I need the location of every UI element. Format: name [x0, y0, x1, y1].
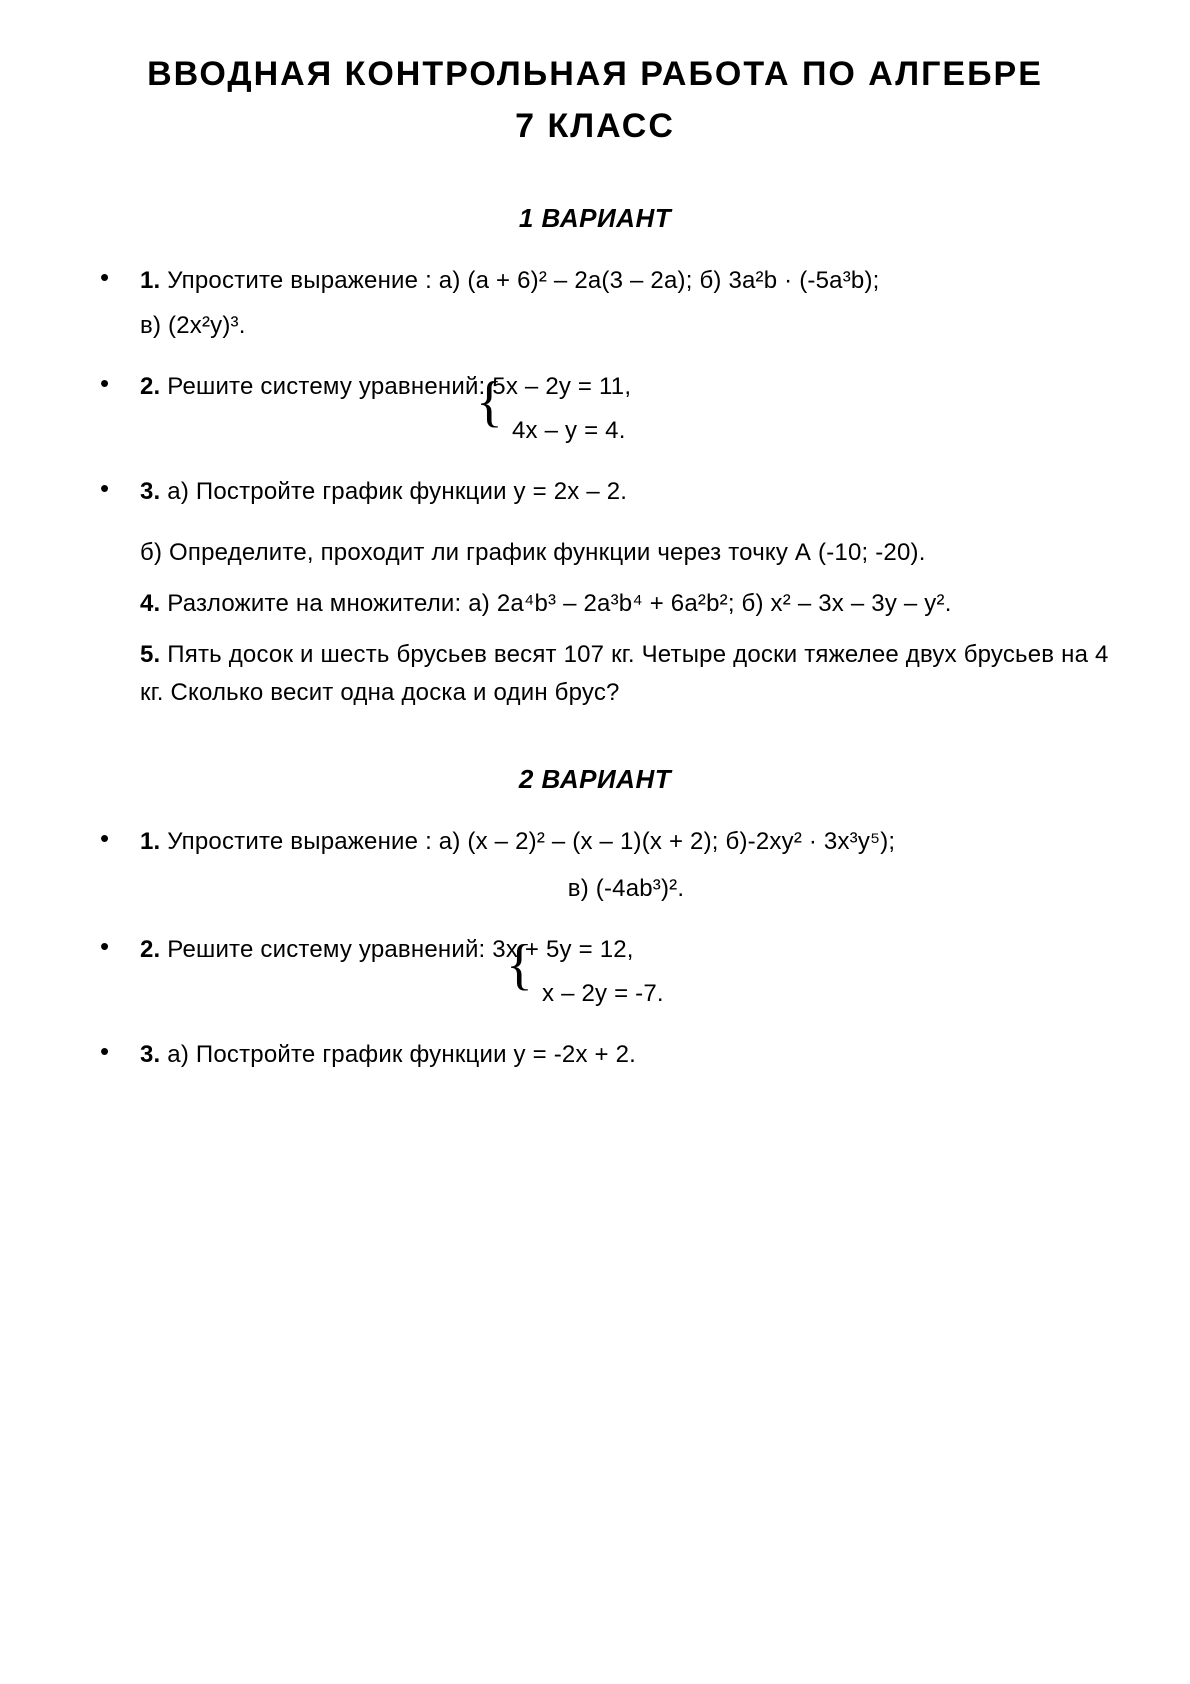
brace-icon: { — [506, 937, 533, 993]
v2-q1: 1. Упростите выражение : а) (х – 2)² – (… — [100, 823, 1112, 907]
q2-eq2: 4х – у = 4. — [512, 417, 626, 444]
v1-q2: 2. Решите систему уравнений: 5х – 2у = 1… — [100, 368, 1112, 448]
q3-text: а) Постройте график функции у = -2х + 2. — [167, 1041, 636, 1068]
q5-text: Пять досок и шесть брусьев весят 107 кг.… — [140, 641, 1109, 705]
q-number: 1. — [140, 267, 160, 294]
v1-q4: 4. Разложите на множители: а) 2а⁴b³ – 2а… — [140, 585, 1112, 622]
v2-q2: 2. Решите систему уравнений: 3х + 5у = 1… — [100, 931, 1112, 1011]
q-number: 3. — [140, 478, 160, 505]
doc-title: ВВОДНАЯ КОНТРОЛЬНАЯ РАБОТА ПО АЛГЕБРЕ 7 … — [78, 52, 1112, 150]
q-number: 3. — [140, 1041, 160, 1068]
q2-text: Решите систему уравнений: 3х + 5у = 12, — [167, 936, 633, 963]
title-line-2: 7 КЛАСС — [78, 104, 1112, 150]
q2-eq2-row: { х – 2у = -7. — [542, 975, 1112, 1012]
v1-q3: 3. а) Постройте график функции у = 2х – … — [100, 473, 1112, 510]
q-number: 4. — [140, 590, 160, 617]
q4-text: Разложите на множители: а) 2а⁴b³ – 2а³b⁴… — [167, 590, 951, 617]
v1-q1: 1. Упростите выражение : а) (а + 6)² – 2… — [100, 262, 1112, 344]
v1-q3b: б) Определите, проходит ли график функци… — [140, 534, 1112, 571]
q-number: 2. — [140, 373, 160, 400]
variant-2-heading: 2 ВАРИАНТ — [78, 759, 1112, 799]
variant-2-list: 1. Упростите выражение : а) (х – 2)² – (… — [100, 823, 1112, 1073]
q2-eq2: х – 2у = -7. — [542, 980, 664, 1007]
variant-1-heading: 1 ВАРИАНТ — [78, 198, 1112, 238]
title-line-1: ВВОДНАЯ КОНТРОЛЬНАЯ РАБОТА ПО АЛГЕБРЕ — [147, 55, 1043, 93]
q3-text: а) Постройте график функции у = 2х – 2. — [167, 478, 627, 505]
q-number: 2. — [140, 936, 160, 963]
q2-eq2-row: { 4х – у = 4. — [512, 412, 1112, 449]
q3b-text: б) Определите, проходит ли график функци… — [140, 539, 926, 566]
q1-cont: в) (-4аb³)². — [140, 870, 1112, 907]
q-number: 1. — [140, 828, 160, 855]
variant-1-list: 1. Упростите выражение : а) (а + 6)² – 2… — [100, 262, 1112, 510]
q1-text: Упростите выражение : а) (х – 2)² – (х –… — [167, 828, 895, 855]
v2-q3: 3. а) Постройте график функции у = -2х +… — [100, 1036, 1112, 1073]
q1-text: Упростите выражение : а) (а + 6)² – 2а(3… — [167, 267, 879, 294]
q1-cont: в) (2х²у)³. — [140, 307, 1112, 344]
page: ВВОДНАЯ КОНТРОЛЬНАЯ РАБОТА ПО АЛГЕБРЕ 7 … — [0, 0, 1190, 1157]
q-number: 5. — [140, 641, 160, 668]
brace-icon: { — [476, 374, 503, 430]
v1-q5: 5. Пять досок и шесть брусьев весят 107 … — [140, 636, 1112, 710]
q2-text: Решите систему уравнений: 5х – 2у = 11, — [167, 373, 631, 400]
